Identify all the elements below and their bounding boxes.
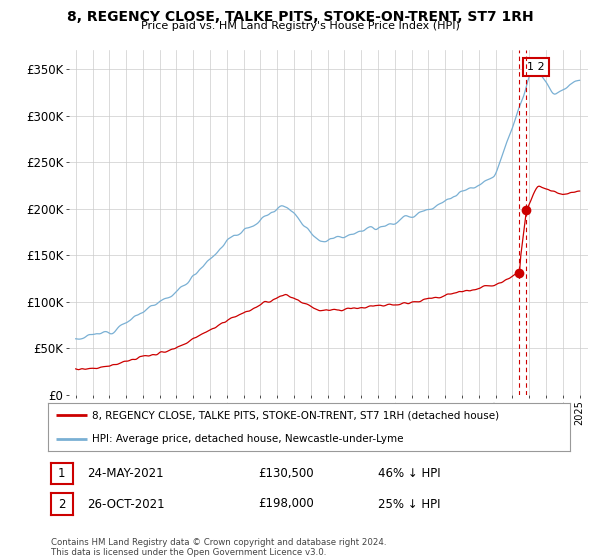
Text: 2: 2 (58, 497, 65, 511)
Text: 1: 1 (58, 466, 65, 480)
Text: 8, REGENCY CLOSE, TALKE PITS, STOKE-ON-TRENT, ST7 1RH (detached house): 8, REGENCY CLOSE, TALKE PITS, STOKE-ON-T… (92, 410, 499, 420)
Text: Contains HM Land Registry data © Crown copyright and database right 2024.
This d: Contains HM Land Registry data © Crown c… (51, 538, 386, 557)
Text: 46% ↓ HPI: 46% ↓ HPI (378, 466, 440, 480)
Text: HPI: Average price, detached house, Newcastle-under-Lyme: HPI: Average price, detached house, Newc… (92, 434, 404, 444)
Text: 26-OCT-2021: 26-OCT-2021 (88, 497, 165, 511)
Text: 25% ↓ HPI: 25% ↓ HPI (378, 497, 440, 511)
Text: £198,000: £198,000 (258, 497, 314, 511)
Text: Price paid vs. HM Land Registry's House Price Index (HPI): Price paid vs. HM Land Registry's House … (140, 21, 460, 31)
Text: 24-MAY-2021: 24-MAY-2021 (88, 466, 164, 480)
Text: 8, REGENCY CLOSE, TALKE PITS, STOKE-ON-TRENT, ST7 1RH: 8, REGENCY CLOSE, TALKE PITS, STOKE-ON-T… (67, 10, 533, 24)
Text: 1 2: 1 2 (527, 62, 545, 72)
Text: £130,500: £130,500 (258, 466, 314, 480)
